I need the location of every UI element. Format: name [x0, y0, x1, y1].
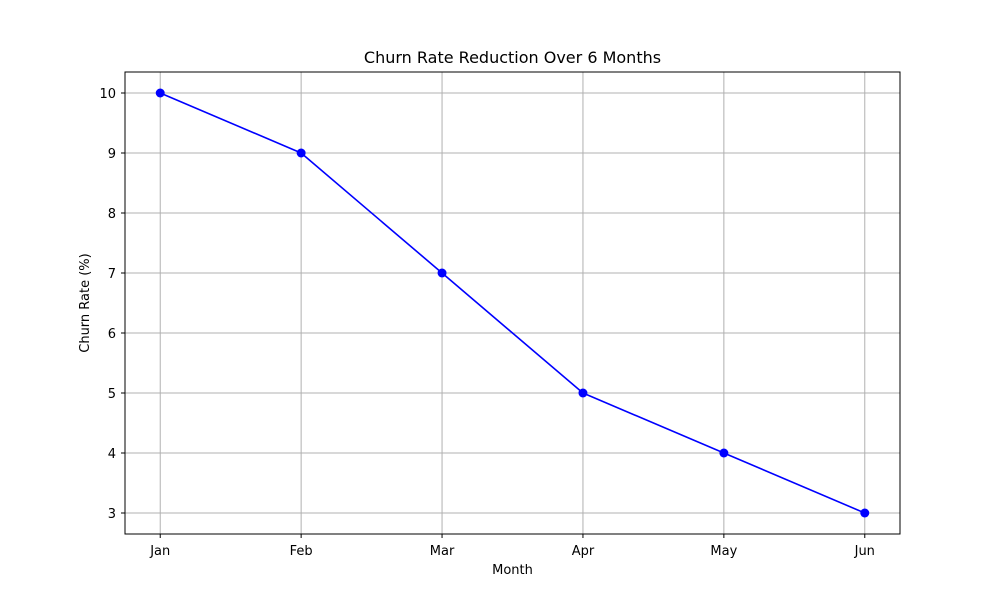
y-tick-label: 6	[108, 327, 116, 342]
data-point	[578, 388, 588, 398]
x-tick-label: May	[710, 544, 737, 559]
chart-title: Churn Rate Reduction Over 6 Months	[364, 48, 661, 67]
x-axis: Jan Feb Mar Apr May Jun	[149, 534, 875, 559]
grid-lines	[125, 72, 900, 534]
x-tick-label: Apr	[572, 544, 595, 559]
y-tick-label: 9	[108, 147, 116, 162]
x-tick-label: Feb	[290, 544, 313, 559]
y-tick-label: 10	[99, 87, 116, 102]
data-point	[719, 448, 729, 458]
series-layer	[155, 88, 870, 518]
y-axis-title: Churn Rate (%)	[78, 253, 93, 352]
data-point	[296, 148, 306, 158]
x-tick-label: Jun	[854, 544, 875, 559]
data-point	[155, 88, 165, 98]
series-line	[159, 92, 866, 514]
plot-area-frame	[124, 71, 901, 535]
data-point	[437, 268, 447, 278]
x-tick-label: Jan	[149, 544, 170, 559]
y-tick-label: 3	[108, 507, 116, 522]
x-tick-label: Mar	[430, 544, 455, 559]
y-tick-label: 7	[108, 267, 116, 282]
y-tick-label: 4	[108, 447, 116, 462]
y-tick-label: 5	[108, 387, 116, 402]
y-tick-label: 8	[108, 207, 116, 222]
y-axis: 3 4 5 6 7 8 9 10	[99, 87, 125, 522]
x-axis-title: Month	[492, 563, 533, 578]
data-point	[860, 508, 870, 518]
